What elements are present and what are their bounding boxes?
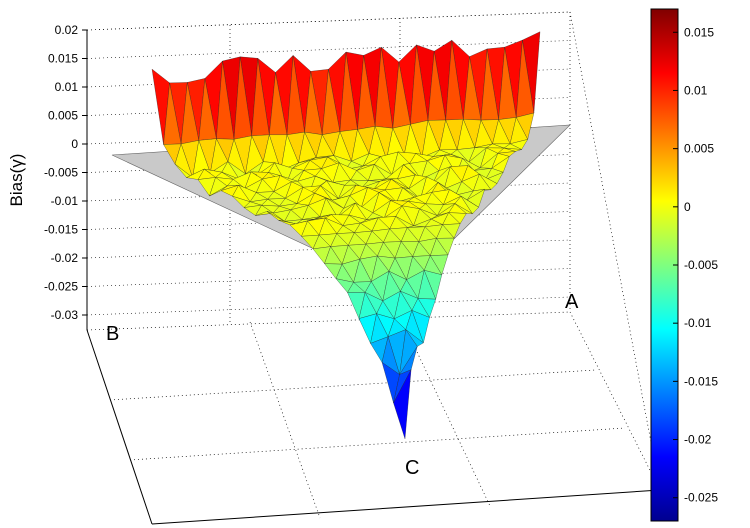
colorbar-tick-label: 0.005: [684, 142, 714, 156]
z-tick-label: -0.025: [44, 280, 78, 294]
z-tick-label: 0.005: [48, 109, 78, 123]
z-tick-label: 0: [71, 137, 78, 151]
colorbar-tick-label: -0.005: [684, 258, 718, 272]
surface-cell: [460, 196, 479, 215]
surface-cells: [151, 31, 541, 439]
z-gridline: [86, 296, 571, 316]
z-tick-label: 0.02: [55, 23, 79, 37]
z-tick-label: -0.005: [44, 166, 78, 180]
corner-label-b: B: [106, 323, 119, 345]
z-gridline: [86, 11, 571, 31]
colorbar-tick-label: -0.02: [684, 433, 712, 447]
surface-cell: [209, 185, 228, 197]
z-tick-label: -0.015: [44, 223, 78, 237]
surface: [111, 31, 571, 439]
z-gridline: [86, 211, 571, 230]
z-tick-label: 0.015: [48, 52, 78, 66]
z-tick-label: 0.01: [55, 80, 79, 94]
z-gridline: [86, 268, 571, 287]
colorbar-tick-label: -0.015: [684, 374, 718, 388]
corner-label-a: A: [565, 291, 579, 313]
colorbar-tick-label: -0.025: [684, 491, 718, 505]
colorbar-ticks: 0.015 0.01 0.005 0 -0.005 -0.01 -0.015 -0.02 -0.…: [673, 25, 718, 505]
z-tick-label: -0.02: [51, 251, 79, 265]
corner-label-c: C: [405, 457, 419, 479]
colorbar-tick-label: 0: [684, 200, 691, 214]
surface-cell: [454, 203, 473, 214]
colorbar-tick-label: -0.01: [684, 316, 712, 330]
surface-cell: [393, 369, 412, 439]
floor-edge-front: [151, 489, 661, 525]
surface-cell: [186, 168, 205, 180]
z-gridline: [86, 239, 571, 259]
z-tick-label: -0.01: [51, 194, 79, 208]
colorbar-tick-label: 0.01: [684, 83, 708, 97]
z-tick-label: -0.03: [51, 308, 79, 322]
colorbar-tick-label: 0.015: [684, 25, 714, 39]
floor-edge-left: [86, 329, 153, 525]
z-axis-label: Bias(γ): [7, 154, 26, 207]
axes-box: [86, 30, 661, 525]
z-gridline: [86, 40, 571, 59]
z-tick-labels: 0.02 0.015 0.01 0.005 0 -0.005 -0.01 -0.015 -0.0…: [44, 23, 87, 322]
z-gridline: [86, 182, 571, 202]
